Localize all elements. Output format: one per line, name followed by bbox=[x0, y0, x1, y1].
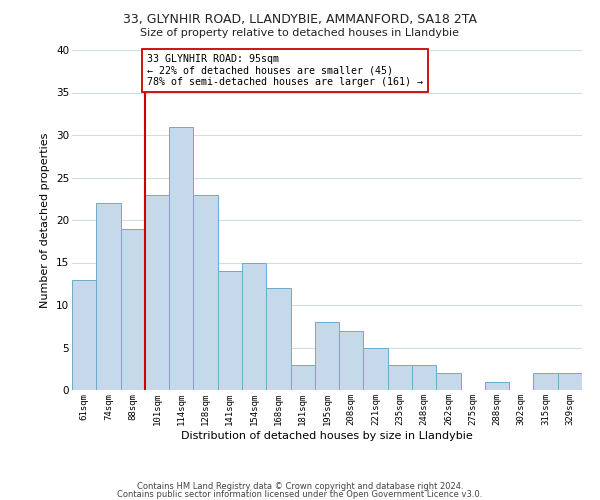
Bar bbox=[218, 271, 242, 390]
Bar bbox=[388, 364, 412, 390]
Text: 33 GLYNHIR ROAD: 95sqm
← 22% of detached houses are smaller (45)
78% of semi-det: 33 GLYNHIR ROAD: 95sqm ← 22% of detached… bbox=[147, 54, 423, 88]
Bar bbox=[412, 364, 436, 390]
Bar bbox=[290, 364, 315, 390]
Text: Contains HM Land Registry data © Crown copyright and database right 2024.: Contains HM Land Registry data © Crown c… bbox=[137, 482, 463, 491]
Bar bbox=[169, 126, 193, 390]
Bar bbox=[364, 348, 388, 390]
Bar bbox=[266, 288, 290, 390]
Bar bbox=[533, 373, 558, 390]
Bar bbox=[96, 203, 121, 390]
Bar bbox=[485, 382, 509, 390]
Bar bbox=[193, 194, 218, 390]
Bar bbox=[242, 262, 266, 390]
Bar bbox=[72, 280, 96, 390]
Y-axis label: Number of detached properties: Number of detached properties bbox=[40, 132, 50, 308]
Text: 33, GLYNHIR ROAD, LLANDYBIE, AMMANFORD, SA18 2TA: 33, GLYNHIR ROAD, LLANDYBIE, AMMANFORD, … bbox=[123, 12, 477, 26]
X-axis label: Distribution of detached houses by size in Llandybie: Distribution of detached houses by size … bbox=[181, 430, 473, 440]
Bar bbox=[315, 322, 339, 390]
Bar bbox=[339, 330, 364, 390]
Text: Contains public sector information licensed under the Open Government Licence v3: Contains public sector information licen… bbox=[118, 490, 482, 499]
Bar bbox=[436, 373, 461, 390]
Bar bbox=[558, 373, 582, 390]
Bar bbox=[145, 194, 169, 390]
Bar bbox=[121, 228, 145, 390]
Text: Size of property relative to detached houses in Llandybie: Size of property relative to detached ho… bbox=[140, 28, 460, 38]
